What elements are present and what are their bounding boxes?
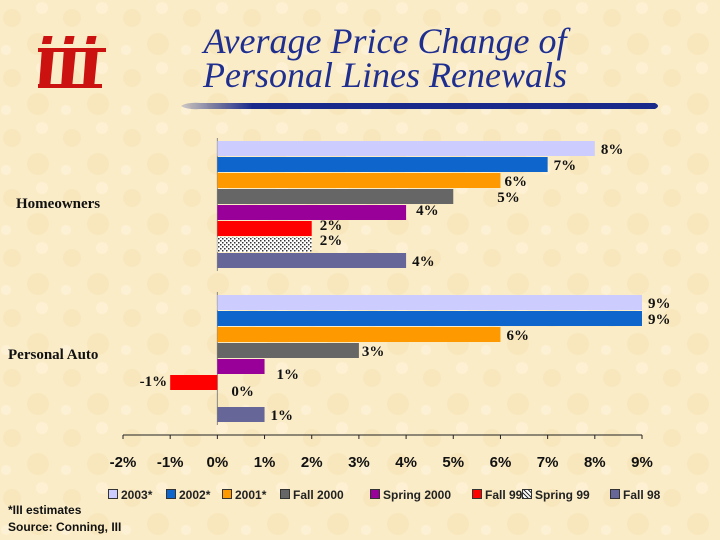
- bar: [217, 359, 265, 374]
- legend-label: Fall 98: [623, 488, 661, 502]
- bar: [217, 141, 595, 156]
- legend-item: 2001*: [222, 488, 266, 502]
- data-label: 9%: [648, 312, 671, 328]
- bar: [217, 221, 312, 236]
- data-label: 9%: [648, 296, 671, 312]
- chart-legend: 2003* 2002* 2001* Fall 2000 Spring 2000 Fall …: [108, 488, 708, 504]
- bar: [217, 157, 548, 172]
- legend-item: Spring 2000: [370, 488, 451, 502]
- data-label: 6%: [506, 328, 529, 344]
- bar: [217, 327, 501, 342]
- data-label: 0%: [231, 384, 254, 400]
- legend-label: Fall 2000: [293, 488, 344, 502]
- legend-item: 2003*: [108, 488, 152, 502]
- x-tick-label: 7%: [537, 454, 559, 471]
- data-label: 8%: [601, 142, 624, 158]
- data-label: 1%: [271, 408, 294, 424]
- legend-label: 2003*: [121, 488, 153, 502]
- legend-label: Spring 99: [535, 488, 590, 502]
- data-label: 7%: [554, 158, 577, 174]
- footnote-source: Source: Conning, III: [8, 520, 122, 534]
- x-tick-label: 8%: [584, 454, 606, 471]
- legend-label: 2001*: [235, 488, 267, 502]
- bar: [217, 173, 501, 188]
- footnote: *III estimates Source: Conning, III: [8, 502, 121, 536]
- legend-item: Fall 99: [472, 488, 522, 502]
- x-tick-label: 4%: [395, 454, 417, 471]
- page-title: Average Price Change of Personal Lines R…: [150, 21, 620, 95]
- bar: [217, 295, 642, 310]
- data-label: 4%: [412, 254, 435, 270]
- data-label: 1%: [277, 367, 300, 383]
- legend-item: Fall 2000: [280, 488, 344, 502]
- x-tick-label: 2%: [301, 454, 323, 471]
- iii-logo-icon: [38, 36, 106, 88]
- legend-label: 2002*: [179, 488, 211, 502]
- x-tick-label: 0%: [207, 454, 229, 471]
- category-label: Personal Auto: [8, 347, 98, 363]
- x-tick-label: -1%: [157, 454, 184, 471]
- legend-swatch: [472, 489, 482, 499]
- title-line-2: Personal Lines Renewals: [203, 55, 567, 95]
- legend-item: Spring 99: [522, 488, 590, 502]
- bar: [217, 205, 407, 220]
- bar: [217, 189, 454, 204]
- category-label: Homeowners: [16, 196, 100, 212]
- bar: [217, 253, 407, 268]
- legend-swatch: [166, 489, 176, 499]
- bar: [217, 311, 642, 326]
- x-tick-label: 3%: [348, 454, 370, 471]
- bar: [170, 375, 218, 390]
- bar: [217, 407, 265, 422]
- x-tick-label: 6%: [490, 454, 512, 471]
- legend-label: Fall 99: [485, 488, 523, 502]
- data-label: 3%: [362, 344, 385, 360]
- x-tick-label: 5%: [442, 454, 464, 471]
- data-label: 2%: [320, 233, 343, 249]
- title-line-1: Average Price Change of: [203, 21, 567, 61]
- x-tick-label: 1%: [254, 454, 276, 471]
- bar: [217, 237, 312, 252]
- data-label: 4%: [416, 203, 439, 219]
- legend-item: Fall 98: [610, 488, 660, 502]
- legend-swatch: [610, 489, 620, 499]
- legend-swatch: [108, 489, 118, 499]
- x-tick-label: -2%: [110, 454, 137, 471]
- data-label: 6%: [504, 174, 527, 190]
- x-tick-label: 9%: [631, 454, 653, 471]
- legend-swatch: [222, 489, 232, 499]
- legend-swatch: [280, 489, 290, 499]
- title-underline: [181, 102, 658, 110]
- bar: [217, 343, 359, 358]
- data-label: 2%: [320, 218, 343, 234]
- legend-label: Spring 2000: [383, 488, 452, 502]
- data-label: 5%: [497, 190, 519, 206]
- footnote-estimates: *III estimates: [8, 503, 82, 517]
- legend-item: 2002*: [166, 488, 210, 502]
- legend-swatch: [370, 489, 380, 499]
- legend-swatch: [522, 489, 532, 499]
- data-label: -1%: [140, 374, 168, 390]
